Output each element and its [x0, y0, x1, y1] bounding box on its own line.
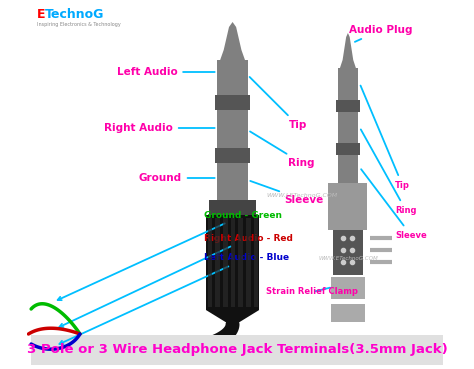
Text: TechnoG: TechnoG — [45, 7, 104, 21]
Bar — [331, 304, 365, 322]
Bar — [218, 110, 247, 148]
Bar — [338, 155, 358, 183]
Text: Ground: Ground — [139, 173, 215, 183]
Bar — [254, 218, 258, 307]
Bar — [333, 230, 363, 275]
Text: WWW.LETechnoG.COM: WWW.LETechnoG.COM — [266, 193, 337, 197]
Bar — [208, 218, 212, 307]
Text: WWW.ETechnoG.COM: WWW.ETechnoG.COM — [318, 255, 378, 261]
Text: Right Audio: Right Audio — [104, 123, 215, 133]
Text: 3 Pole or 3 Wire Headphone Jack Terminals(3.5mm Jack): 3 Pole or 3 Wire Headphone Jack Terminal… — [27, 344, 447, 356]
Text: Strain Relief Clamp: Strain Relief Clamp — [266, 287, 358, 297]
Bar — [331, 277, 365, 299]
Text: Right Audio - Red: Right Audio - Red — [59, 234, 293, 327]
Polygon shape — [340, 33, 356, 68]
Text: Sleeve: Sleeve — [361, 169, 427, 239]
Text: Left Audio: Left Audio — [117, 67, 215, 77]
Text: Tip: Tip — [361, 86, 410, 190]
Bar — [215, 218, 220, 307]
Text: Tip: Tip — [250, 77, 307, 130]
Bar — [231, 218, 235, 307]
Bar — [218, 60, 247, 95]
Bar — [210, 200, 255, 215]
Polygon shape — [220, 22, 245, 60]
Bar — [328, 183, 367, 230]
Bar — [337, 143, 360, 155]
Text: Left Audio - Blue: Left Audio - Blue — [59, 254, 289, 344]
Bar — [206, 215, 259, 310]
Text: Ground - Green: Ground - Green — [58, 210, 282, 300]
Text: Audio Plug: Audio Plug — [349, 25, 413, 42]
Bar — [218, 163, 247, 200]
Text: Ring: Ring — [250, 131, 315, 168]
Bar — [215, 95, 250, 110]
Bar — [223, 218, 228, 307]
Polygon shape — [206, 310, 259, 322]
Bar — [238, 218, 243, 307]
Bar — [337, 100, 360, 112]
Bar — [338, 68, 358, 100]
Text: Ring: Ring — [361, 130, 417, 214]
Bar — [215, 148, 250, 163]
Text: Inspiring Electronics & Technology: Inspiring Electronics & Technology — [37, 21, 121, 27]
Bar — [31, 335, 443, 365]
Bar — [246, 218, 251, 307]
Text: Sleeve: Sleeve — [250, 181, 323, 205]
Text: E: E — [37, 7, 46, 21]
Bar — [338, 112, 358, 143]
